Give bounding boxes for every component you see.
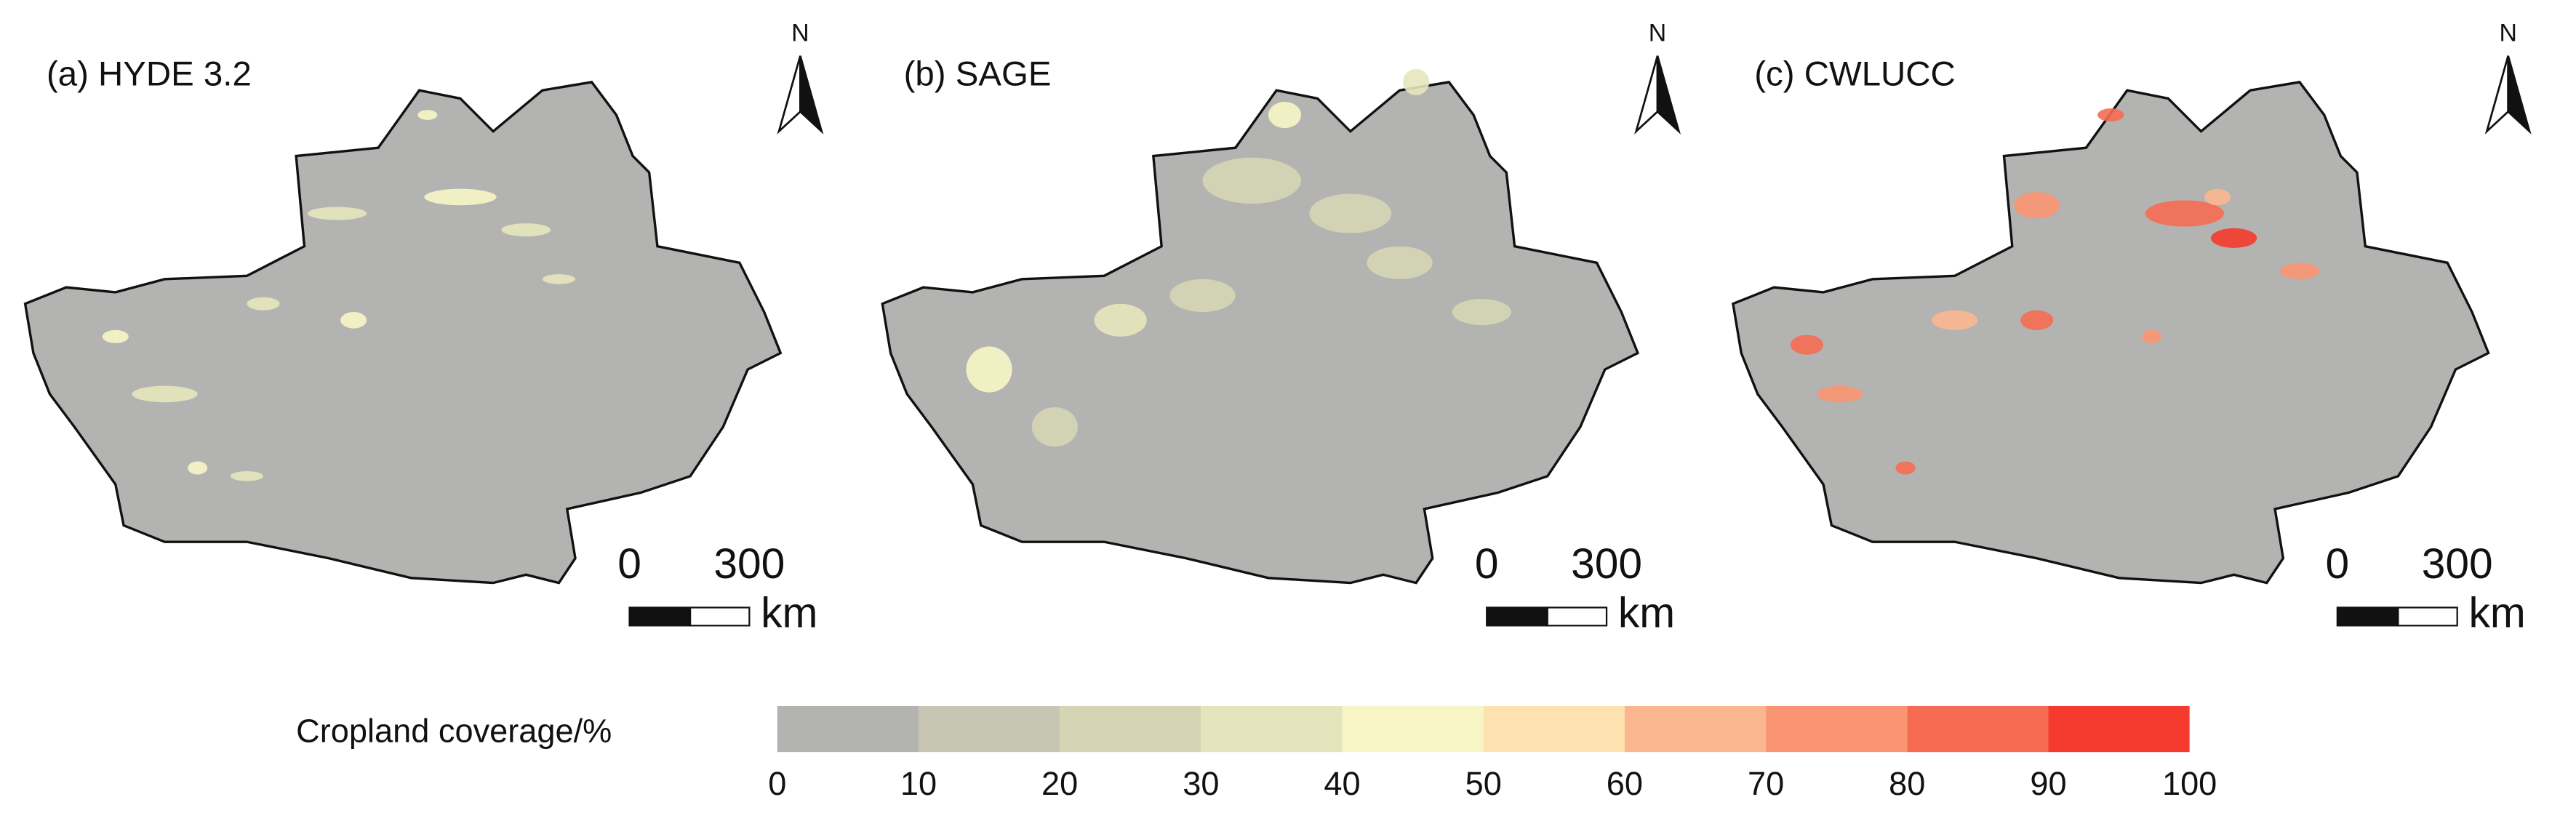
legend-swatch [918, 705, 1060, 753]
scale-bar [689, 606, 751, 627]
cropland-patch [1309, 193, 1392, 233]
cropland-patch [1169, 279, 1236, 313]
cropland-patch [1452, 298, 1512, 326]
cropland-patch [1031, 407, 1078, 447]
cropland-patch [1932, 310, 1978, 330]
scale-unit: km [2469, 590, 2526, 637]
cropland-patch [966, 346, 1012, 393]
north-arrow [1634, 55, 1659, 135]
north-label: N [791, 19, 809, 47]
cropland-patch [230, 471, 264, 481]
legend-tick-label: 10 [900, 765, 937, 802]
scale-bar [1546, 606, 1608, 627]
legend-swatch [1483, 705, 1625, 753]
cropland-patch [307, 207, 367, 220]
scale-end: 300 [1571, 540, 1642, 588]
cropland-patch [1790, 335, 1824, 355]
cropland-patch [1367, 246, 1433, 279]
cropland-patch [1202, 157, 1302, 204]
scale-end: 300 [713, 540, 785, 588]
legend: Cropland coverage/% 0 10 20 30 40 50 60 70 80 90 1… [296, 705, 2217, 802]
cropland-patch [2020, 310, 2054, 330]
cropland-patch [2279, 263, 2320, 279]
legend-tick-label: 80 [1889, 765, 1925, 802]
legend-swatch [1342, 705, 1484, 753]
legend-swatch [1201, 705, 1343, 753]
legend-swatch [2048, 705, 2190, 753]
legend-tick-label: 60 [1607, 765, 1643, 802]
cropland-patch [2145, 200, 2225, 227]
north-arrow [777, 55, 801, 135]
cropland-patch [1094, 303, 1147, 337]
north-arrow [2484, 55, 2510, 135]
north-label: N [2499, 19, 2516, 47]
legend-title: Cropland coverage/% [296, 713, 612, 750]
cropland-patch [1268, 101, 1302, 129]
legend-tick-label: 90 [2030, 765, 2066, 802]
cropland-patch [2014, 192, 2060, 219]
legend-swatch [777, 705, 919, 753]
scale-start: 0 [617, 540, 641, 588]
scale-unit: km [1618, 590, 1675, 637]
panel-title: (a) HYDE 3.2 [47, 55, 252, 93]
legend-tick-label: 100 [2162, 765, 2217, 802]
region-outline [23, 81, 782, 585]
legend-tick-label: 40 [1324, 765, 1360, 802]
cropland-patch [2097, 108, 2124, 122]
scale-unit: km [761, 590, 817, 637]
cropland-patch [188, 461, 208, 475]
legend-swatch [1060, 705, 1201, 753]
scale-bar [1486, 606, 1548, 627]
cropland-patch [424, 188, 497, 206]
legend-swatch [1766, 705, 1908, 753]
cropland-patch [2142, 329, 2162, 343]
scale-end: 300 [2422, 540, 2493, 588]
legend-tick-label: 50 [1465, 765, 1502, 802]
region-outline [1732, 81, 2490, 585]
region-outline [881, 81, 1639, 585]
cropland-patch [340, 312, 367, 329]
legend-tick-label: 0 [768, 765, 786, 802]
north-arrow [2507, 55, 2532, 135]
cropland-patch [2210, 228, 2257, 248]
legend-tick-label: 20 [1041, 765, 1078, 802]
cropland-patch [417, 110, 438, 120]
cropland-patch [501, 223, 551, 237]
legend-swatch [1907, 705, 2049, 753]
legend-tick-label: 30 [1183, 765, 1219, 802]
cropland-patch [2204, 188, 2231, 206]
north-label: N [1649, 19, 1666, 47]
cropland-patch [132, 385, 198, 403]
scale-bar [2336, 606, 2399, 627]
cropland-patch [1817, 385, 1863, 403]
legend-tick-label: 70 [1748, 765, 1784, 802]
cropland-patch [1895, 461, 1916, 475]
panel-title: (c) CWLUCC [1754, 55, 1956, 93]
scale-bar [628, 606, 692, 627]
cropland-patch [1403, 68, 1430, 95]
cropland-patch [542, 274, 576, 284]
panel-title: (b) SAGE [904, 55, 1052, 93]
cropland-patch [102, 329, 129, 343]
north-arrow [1656, 55, 1681, 135]
scale-bar [2397, 606, 2458, 627]
north-arrow [799, 55, 824, 135]
legend-swatch [1624, 705, 1767, 753]
scale-start: 0 [2326, 540, 2350, 588]
cropland-patch [247, 297, 280, 311]
scale-start: 0 [1475, 540, 1499, 588]
